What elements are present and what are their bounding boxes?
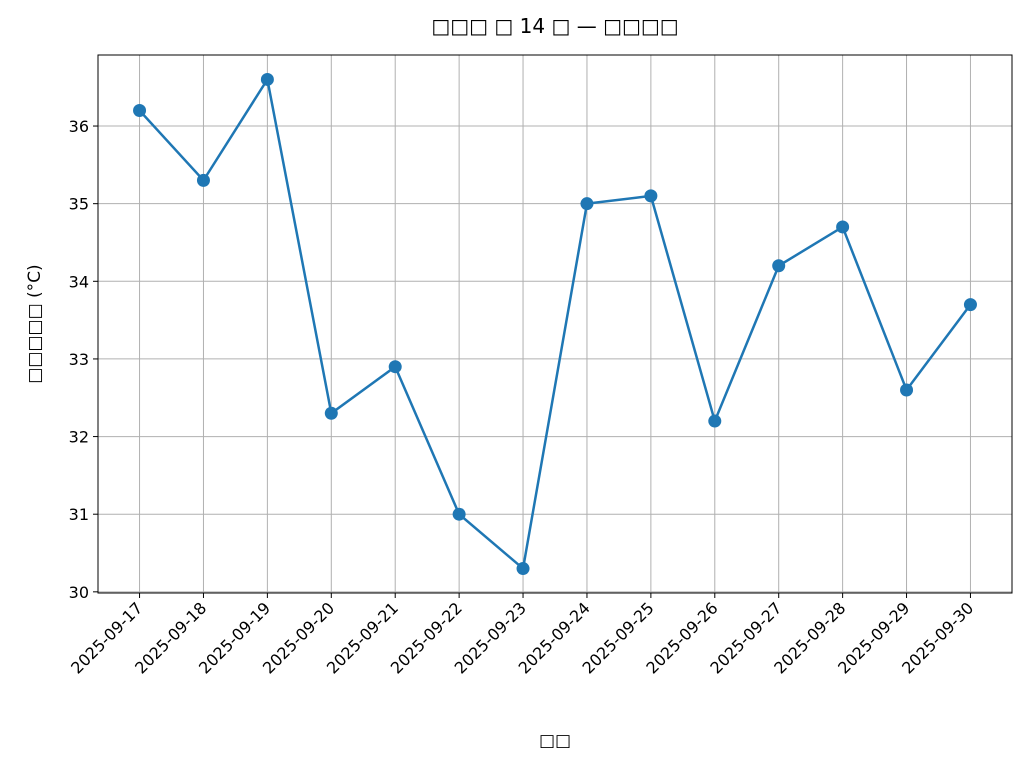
data-point	[644, 189, 658, 203]
data-point	[836, 220, 850, 234]
data-point	[580, 197, 594, 211]
y-tick-label: 31	[69, 505, 89, 524]
x-axis-label: □□	[539, 731, 571, 751]
data-point	[388, 360, 402, 374]
data-point	[133, 104, 147, 118]
y-tick-label: 35	[69, 195, 89, 214]
y-tick-label: 32	[69, 428, 89, 447]
y-tick-label: 34	[69, 272, 89, 291]
chart-title: □□□ □ 14 □ — □□□□	[431, 14, 678, 38]
y-tick-label: 36	[69, 117, 89, 136]
data-point	[452, 507, 466, 521]
data-point	[900, 383, 914, 397]
data-point	[708, 414, 722, 428]
data-point	[260, 72, 274, 86]
data-point	[963, 298, 977, 312]
data-point	[516, 562, 530, 576]
plot-frame	[97, 54, 1013, 594]
y-tick-label: 30	[69, 583, 89, 602]
data-line	[138, 76, 972, 571]
data-point	[772, 259, 786, 273]
y-tick-label: 33	[69, 350, 89, 369]
y-axis-label: □□□□□ (°C)	[25, 264, 45, 383]
data-point	[196, 173, 210, 187]
data-point	[324, 406, 338, 420]
